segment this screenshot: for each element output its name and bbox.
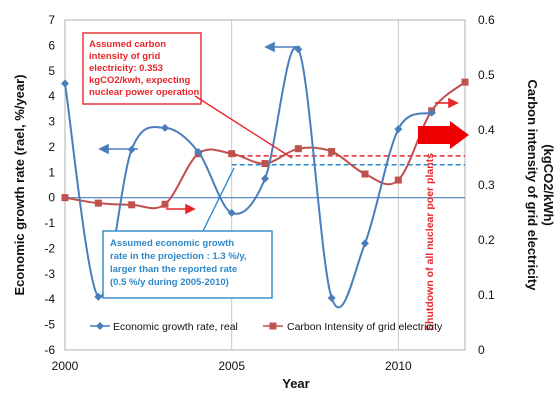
y-tick-label: -1 bbox=[44, 216, 55, 230]
y-tick-label: -6 bbox=[44, 343, 55, 357]
shutdown-arrow-icon bbox=[418, 121, 469, 149]
y-tick-label: 3 bbox=[48, 115, 55, 129]
carbon-intensity-point bbox=[128, 201, 136, 209]
y-tick-label: 6 bbox=[48, 38, 55, 52]
arrow-right-icon bbox=[435, 97, 459, 109]
carbon-intensity-point bbox=[228, 150, 236, 158]
y2-tick-label: 0.3 bbox=[478, 178, 495, 192]
economic-growth-point bbox=[261, 174, 269, 183]
y-tick-label: 7 bbox=[48, 13, 55, 27]
legend-item-carbon: Carbon Intensity of grid electricity bbox=[263, 321, 443, 333]
economic-growth-point bbox=[94, 292, 103, 301]
y2-tick-label: 0.6 bbox=[478, 13, 495, 27]
arrow-left-icon bbox=[264, 41, 300, 53]
y2-tick-label: 0.5 bbox=[478, 68, 495, 82]
y-tick-label: -4 bbox=[44, 292, 55, 306]
carbon-intensity-point bbox=[394, 176, 402, 184]
economic-growth-point bbox=[327, 293, 336, 302]
shutdown-label: Shutdown of all nuclear poer plants bbox=[424, 153, 436, 331]
y-tick-label: 2 bbox=[48, 140, 55, 154]
y2-axis-title-line2: (kgCO2/kWh) bbox=[541, 144, 556, 226]
y-tick-label: -5 bbox=[44, 318, 55, 332]
tick-labels: -6 -5 -4 -3 -2 -1 0 1 2 3 4 5 6 7 0 0.1 0.2 0.3 0.4 0.5 0.6 2… bbox=[44, 13, 495, 373]
x-tick-label: 2005 bbox=[218, 359, 245, 373]
carbon-callout-line-3: electricity: 0.353 bbox=[89, 63, 163, 74]
y2-tick-label: 0.4 bbox=[478, 123, 495, 137]
y-tick-label: 0 bbox=[48, 191, 55, 205]
economic-growth-point bbox=[361, 239, 369, 248]
y-tick-label: 4 bbox=[48, 89, 55, 103]
carbon-assumption-callout: Assumed carbon intensity of grid electri… bbox=[82, 32, 293, 159]
carbon-intensity-point bbox=[161, 200, 169, 208]
carbon-callout-line-1: Assumed carbon bbox=[89, 39, 166, 50]
x-tick-label: 2010 bbox=[385, 359, 412, 373]
y-tick-label: -2 bbox=[44, 241, 55, 255]
carbon-callout-line-4: kgCO2/kwh, expecting bbox=[89, 75, 191, 86]
y2-tick-label: 0.1 bbox=[478, 288, 495, 302]
legend-label-carbon: Carbon Intensity of grid electricity bbox=[287, 321, 443, 333]
economic-growth-point bbox=[394, 125, 403, 134]
economic-growth-point bbox=[161, 123, 169, 132]
carbon-intensity-point bbox=[261, 160, 269, 168]
y2-axis-title-line1: Carbon intensity of grid electricity bbox=[525, 80, 540, 292]
projection-lines bbox=[231, 155, 465, 166]
carbon-callout-pointer bbox=[194, 95, 293, 159]
y2-tick-label: 0 bbox=[478, 343, 485, 357]
carbon-intensity-point bbox=[61, 194, 69, 202]
legend-item-growth: Economic growth rate, real bbox=[90, 321, 238, 333]
legend-label-growth: Economic growth rate, real bbox=[113, 321, 238, 333]
arrow-left-icon bbox=[98, 143, 138, 155]
growth-callout-pointer bbox=[202, 167, 235, 232]
growth-callout-line-4: (0.5 %/y during 2005-2010) bbox=[110, 277, 229, 288]
carbon-intensity-point bbox=[94, 199, 102, 207]
y2-tick-label: 0.2 bbox=[478, 233, 495, 247]
economic-growth-point bbox=[61, 79, 69, 88]
legend: Economic growth rate, real Carbon Intens… bbox=[90, 321, 443, 333]
growth-callout-line-3: larger than the reported rate bbox=[110, 264, 237, 275]
carbon-intensity-point bbox=[294, 145, 302, 153]
y-tick-label: -3 bbox=[44, 267, 55, 281]
y-tick-label: 5 bbox=[48, 64, 55, 78]
economic-growth-point bbox=[194, 148, 203, 156]
economic-growth-point bbox=[227, 208, 236, 217]
carbon-intensity-point bbox=[361, 170, 369, 178]
x-axis-title: Year bbox=[282, 376, 309, 391]
economic-growth-point bbox=[427, 108, 436, 117]
y-tick-label: 1 bbox=[48, 165, 55, 179]
carbon-intensity-point bbox=[461, 78, 469, 86]
carbon-intensity-point bbox=[328, 147, 336, 155]
growth-callout-line-1: Assumed economic growth bbox=[110, 238, 234, 249]
growth-assumption-callout: Assumed economic growth rate in the proj… bbox=[102, 167, 273, 299]
series-layer bbox=[61, 45, 469, 309]
carbon-callout-line-2: intensity of grid bbox=[89, 51, 160, 62]
growth-callout-line-2: rate in the projection : 1.3 %/y, bbox=[110, 251, 247, 262]
x-tick-label: 2000 bbox=[52, 359, 79, 373]
y-axis-title: Economic growth rate (rael, %/year) bbox=[12, 74, 27, 295]
arrow-right-icon bbox=[166, 203, 196, 215]
carbon-callout-line-5: nuclear power operation bbox=[89, 87, 200, 98]
